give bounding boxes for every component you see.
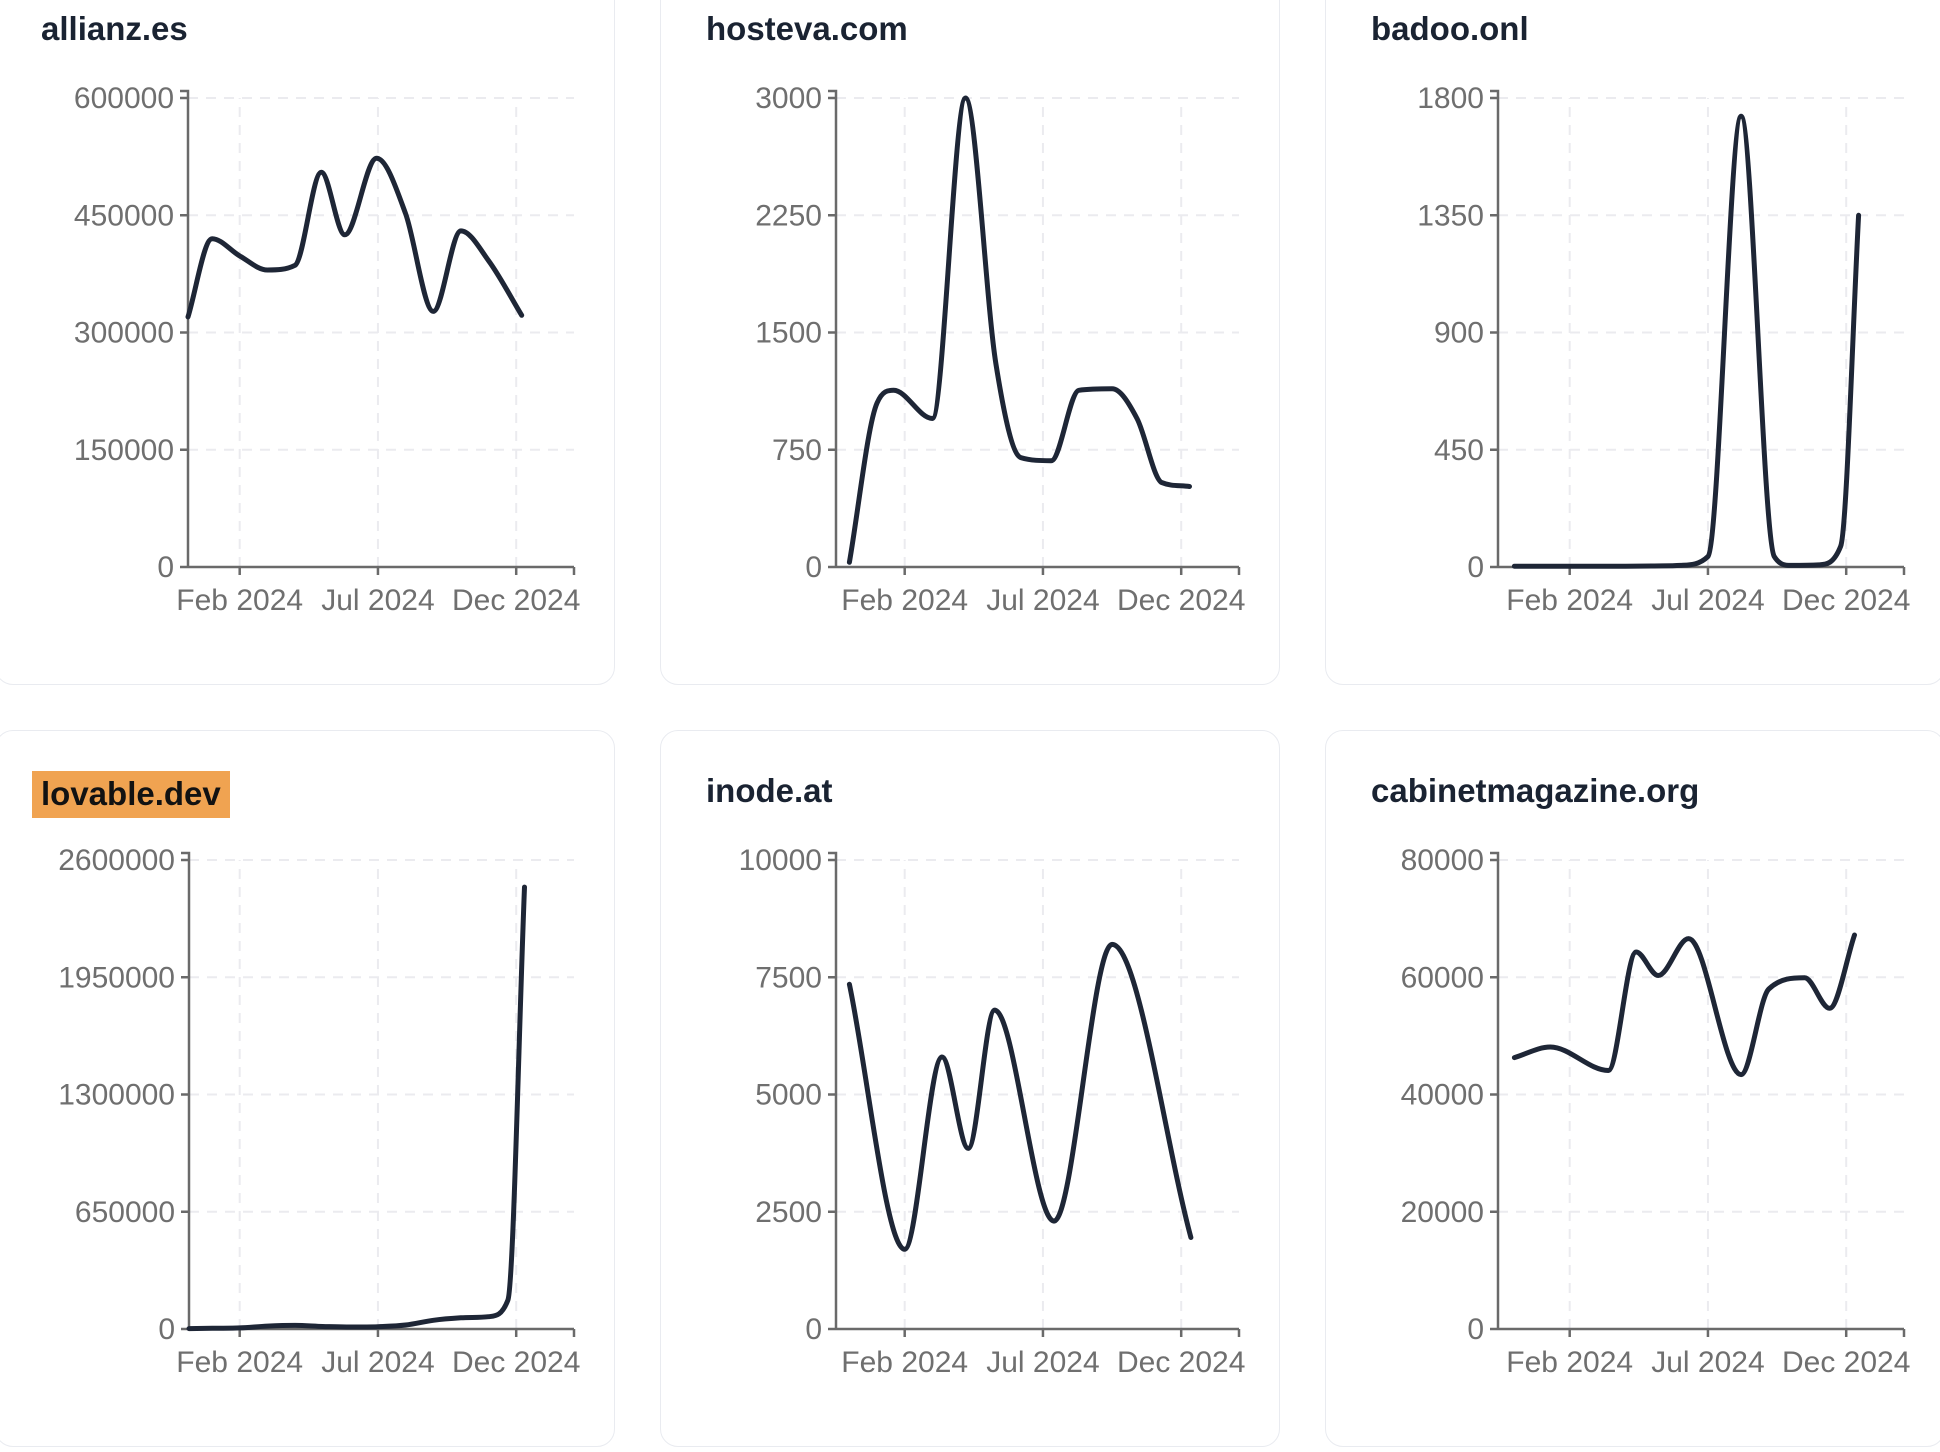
svg-text:900: 900: [1434, 317, 1484, 350]
svg-text:2600000: 2600000: [58, 844, 175, 877]
svg-text:60000: 60000: [1401, 961, 1484, 994]
domain-title-text: inode.at: [706, 772, 833, 809]
svg-text:5000: 5000: [755, 1079, 822, 1112]
domain-card-cabinetmagazine-org[interactable]: cabinetmagazine.org 80000 60000 40000 20000…: [1325, 730, 1940, 1447]
svg-text:1800: 1800: [1417, 82, 1484, 115]
traffic-line-chart: 10000 7500 5000 2500 0 Feb 2024 Jul 2024 Dec 20…: [739, 844, 1246, 1379]
svg-text:80000: 80000: [1401, 844, 1484, 877]
traffic-line-chart: 3000 2250 1500 750 0 Feb 2024 Jul 2024 Dec 2024: [755, 82, 1245, 617]
svg-text:Dec 2024: Dec 2024: [1782, 584, 1910, 617]
svg-text:Jul 2024: Jul 2024: [986, 584, 1099, 617]
svg-text:Feb 2024: Feb 2024: [176, 584, 303, 617]
svg-text:Jul 2024: Jul 2024: [321, 1346, 434, 1379]
svg-text:Feb 2024: Feb 2024: [841, 1346, 968, 1379]
domain-title-text: allianz.es: [41, 10, 188, 47]
domain-title: lovable.dev: [32, 771, 230, 818]
svg-text:0: 0: [157, 551, 174, 584]
svg-text:3000: 3000: [755, 82, 822, 115]
svg-text:Jul 2024: Jul 2024: [1651, 584, 1764, 617]
svg-text:Feb 2024: Feb 2024: [1506, 584, 1633, 617]
svg-text:Feb 2024: Feb 2024: [176, 1346, 303, 1379]
svg-text:0: 0: [1467, 1313, 1484, 1346]
domain-card-inode-at[interactable]: inode.at 10000 7500 5000 2500 0 Feb 2024 Jul 2…: [660, 730, 1280, 1447]
domain-card-allianz-es[interactable]: allianz.es 600000 450000 300000 150000 0 Feb …: [0, 0, 615, 685]
domain-title: inode.at: [706, 771, 833, 811]
svg-text:1500: 1500: [755, 317, 822, 350]
svg-text:0: 0: [1467, 551, 1484, 584]
svg-text:450000: 450000: [74, 199, 174, 232]
domain-title-text: badoo.onl: [1371, 10, 1529, 47]
svg-text:40000: 40000: [1401, 1079, 1484, 1112]
svg-text:300000: 300000: [74, 317, 174, 350]
svg-text:0: 0: [805, 1313, 822, 1346]
svg-text:0: 0: [805, 551, 822, 584]
svg-text:750: 750: [772, 434, 822, 467]
svg-text:Feb 2024: Feb 2024: [841, 584, 968, 617]
svg-text:Dec 2024: Dec 2024: [1782, 1346, 1910, 1379]
svg-text:1950000: 1950000: [58, 961, 175, 994]
svg-text:Jul 2024: Jul 2024: [321, 584, 434, 617]
svg-text:600000: 600000: [74, 82, 174, 115]
svg-text:7500: 7500: [755, 961, 822, 994]
svg-text:10000: 10000: [739, 844, 822, 877]
svg-text:Dec 2024: Dec 2024: [452, 584, 580, 617]
svg-text:2500: 2500: [755, 1196, 822, 1229]
svg-text:2250: 2250: [755, 199, 822, 232]
traffic-line-chart: 1800 1350 900 450 0 Feb 2024 Jul 2024 Dec 2024: [1417, 82, 1910, 617]
domain-title-text: cabinetmagazine.org: [1371, 772, 1700, 809]
svg-text:20000: 20000: [1401, 1196, 1484, 1229]
svg-text:150000: 150000: [74, 434, 174, 467]
svg-text:650000: 650000: [75, 1196, 175, 1229]
svg-text:1300000: 1300000: [58, 1079, 175, 1112]
domain-title-text: lovable.dev: [32, 771, 230, 818]
svg-text:Dec 2024: Dec 2024: [1117, 584, 1245, 617]
svg-text:1350: 1350: [1417, 199, 1484, 232]
traffic-line-chart: 80000 60000 40000 20000 0 Feb 2024 Jul 2024 Dec…: [1401, 844, 1911, 1379]
domain-card-badoo-onl[interactable]: badoo.onl 1800 1350 900 450 0 Feb 2024 Jul 202…: [1325, 0, 1940, 685]
svg-text:0: 0: [158, 1313, 175, 1346]
svg-text:Jul 2024: Jul 2024: [986, 1346, 1099, 1379]
domain-title: cabinetmagazine.org: [1371, 771, 1699, 811]
svg-text:450: 450: [1434, 434, 1484, 467]
svg-text:Jul 2024: Jul 2024: [1651, 1346, 1764, 1379]
domain-card-lovable-dev[interactable]: lovable.dev 2600000 1950000 1300000 650000 0…: [0, 730, 615, 1447]
svg-text:Dec 2024: Dec 2024: [1117, 1346, 1245, 1379]
svg-text:Dec 2024: Dec 2024: [452, 1346, 580, 1379]
domain-title: allianz.es: [41, 9, 188, 49]
domain-card-hosteva-com[interactable]: hosteva.com 3000 2250 1500 750 0 Feb 2024 Jul …: [660, 0, 1280, 685]
domain-title-text: hosteva.com: [706, 10, 908, 47]
domain-title: badoo.onl: [1371, 9, 1529, 49]
svg-text:Feb 2024: Feb 2024: [1506, 1346, 1633, 1379]
domain-title: hosteva.com: [706, 9, 908, 49]
